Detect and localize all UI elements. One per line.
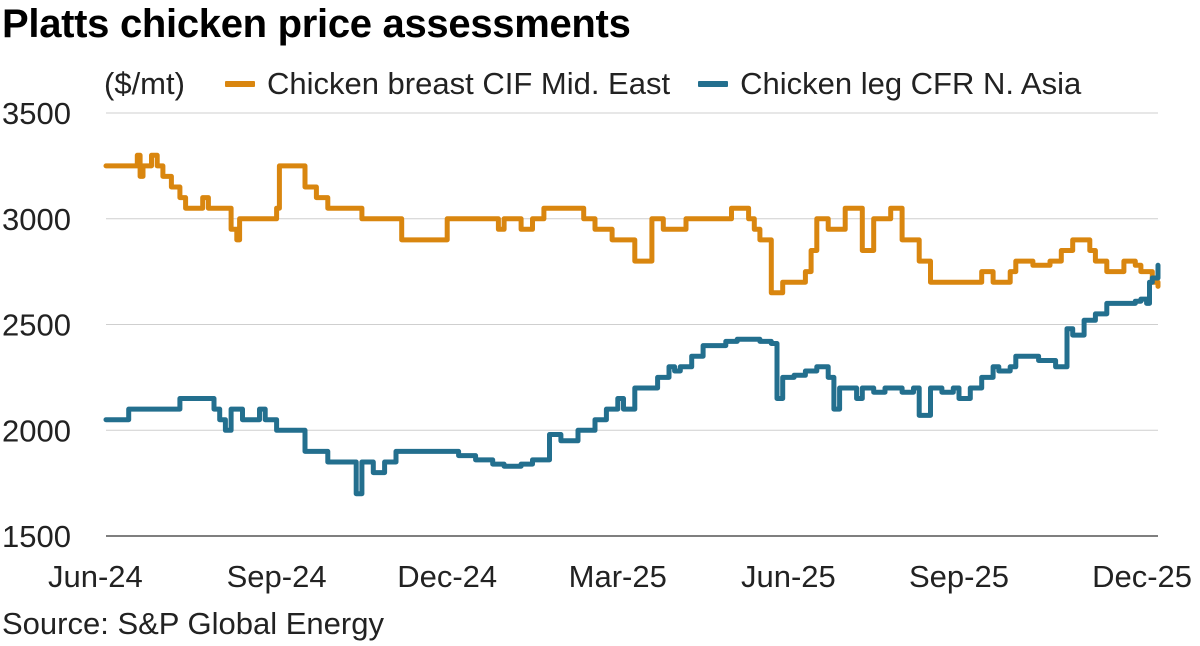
gridlines — [106, 112, 1158, 537]
series-line-chicken-breast — [103, 152, 1161, 296]
x-tick-label: Jun-24 — [48, 559, 143, 594]
x-axis-ticks: Jun-24 Sep-24 Dec-24 Mar-25 Jun-25 Sep-25 Dec-… — [48, 559, 1192, 594]
y-tick-label: 2500 — [2, 308, 71, 343]
x-tick-label: Sep-24 — [227, 559, 327, 594]
x-tick-label: Sep-25 — [909, 559, 1009, 594]
x-tick-label: Dec-24 — [397, 559, 497, 594]
x-tick-label: Mar-25 — [569, 559, 667, 594]
y-axis-unit-label: ($/mt) — [104, 66, 185, 101]
x-tick-label: Dec-25 — [1092, 559, 1192, 594]
legend: ($/mt) Chicken breast CIF Mid. East Chic… — [104, 64, 1109, 104]
legend-item-leg: Chicken leg CFR N. Asia — [698, 66, 1081, 102]
y-axis-ticks: 3500 3000 2500 2000 1500 — [2, 96, 71, 554]
series-line-chicken-leg — [103, 262, 1161, 497]
chart-title: Platts chicken price assessments — [2, 2, 631, 46]
y-tick-label: 3000 — [2, 202, 71, 237]
y-tick-label: 2000 — [2, 413, 71, 448]
y-tick-label: 3500 — [2, 96, 71, 131]
legend-label-leg: Chicken leg CFR N. Asia — [740, 66, 1082, 101]
legend-item-breast: Chicken breast CIF Mid. East — [224, 66, 671, 102]
source-note: Source: S&P Global Energy — [2, 606, 384, 641]
legend-swatch-leg — [698, 81, 729, 87]
series-lines — [103, 152, 1161, 497]
legend-swatch-breast — [224, 81, 255, 87]
legend-label-breast: Chicken breast CIF Mid. East — [266, 66, 671, 101]
x-tick-label: Jun-25 — [741, 559, 836, 594]
y-tick-label: 1500 — [2, 519, 71, 554]
